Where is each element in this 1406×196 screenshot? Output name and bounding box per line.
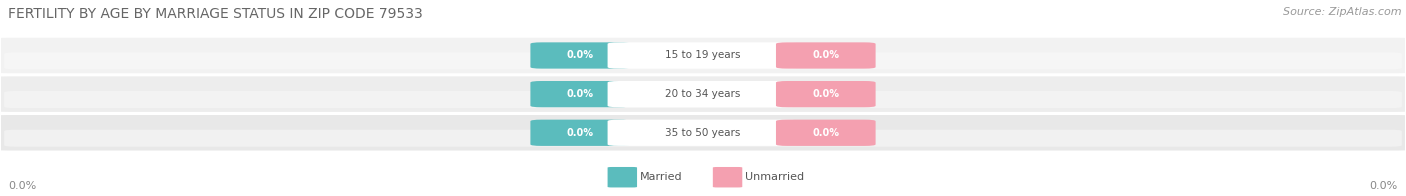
Text: 15 to 19 years: 15 to 19 years	[665, 51, 741, 61]
FancyBboxPatch shape	[4, 52, 1402, 69]
FancyBboxPatch shape	[530, 42, 630, 69]
Text: Married: Married	[640, 172, 682, 182]
Text: 20 to 34 years: 20 to 34 years	[665, 89, 741, 99]
Text: 0.0%: 0.0%	[813, 128, 839, 138]
FancyBboxPatch shape	[607, 42, 799, 69]
Text: Source: ZipAtlas.com: Source: ZipAtlas.com	[1284, 7, 1402, 17]
FancyBboxPatch shape	[4, 130, 1402, 147]
FancyBboxPatch shape	[776, 42, 876, 69]
Text: 0.0%: 0.0%	[1369, 181, 1398, 191]
FancyBboxPatch shape	[607, 120, 799, 146]
Text: 0.0%: 0.0%	[567, 128, 593, 138]
Text: FERTILITY BY AGE BY MARRIAGE STATUS IN ZIP CODE 79533: FERTILITY BY AGE BY MARRIAGE STATUS IN Z…	[8, 7, 423, 21]
Text: 35 to 50 years: 35 to 50 years	[665, 128, 741, 138]
FancyBboxPatch shape	[607, 167, 637, 187]
Text: 0.0%: 0.0%	[567, 51, 593, 61]
FancyBboxPatch shape	[776, 120, 876, 146]
FancyBboxPatch shape	[0, 38, 1406, 73]
FancyBboxPatch shape	[607, 81, 799, 107]
Text: 0.0%: 0.0%	[8, 181, 37, 191]
FancyBboxPatch shape	[4, 91, 1402, 108]
Text: 0.0%: 0.0%	[813, 51, 839, 61]
Text: 0.0%: 0.0%	[567, 89, 593, 99]
Text: Unmarried: Unmarried	[745, 172, 804, 182]
FancyBboxPatch shape	[530, 120, 630, 146]
FancyBboxPatch shape	[0, 76, 1406, 112]
FancyBboxPatch shape	[776, 81, 876, 107]
FancyBboxPatch shape	[0, 115, 1406, 151]
FancyBboxPatch shape	[713, 167, 742, 187]
FancyBboxPatch shape	[530, 81, 630, 107]
Text: 0.0%: 0.0%	[813, 89, 839, 99]
